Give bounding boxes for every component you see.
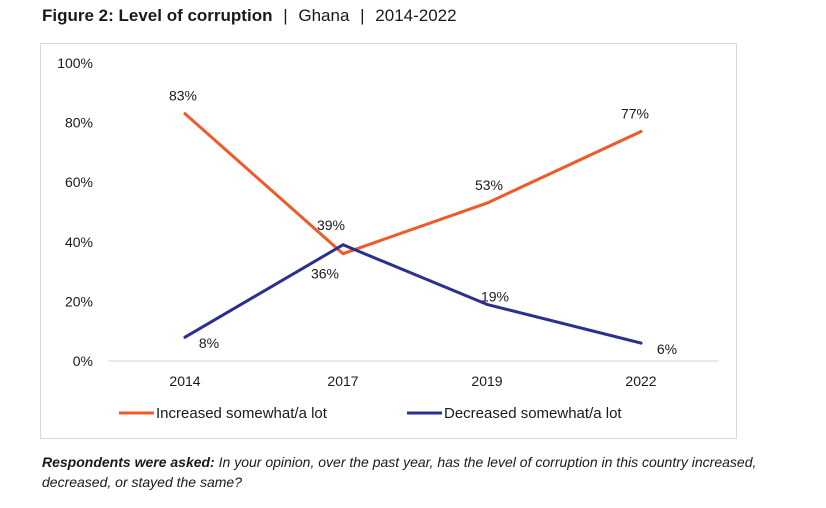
legend-label: Increased somewhat/a lot	[156, 405, 328, 422]
y-axis: 0% 20% 40% 60% 80% 100%	[57, 55, 93, 369]
data-label-layer: 83% 36% 53% 77% 8% 39% 19% 6%	[169, 88, 677, 357]
series-layer	[183, 112, 643, 345]
title-separator-1: |	[283, 6, 288, 25]
data-point	[183, 335, 187, 339]
data-label: 83%	[169, 88, 197, 104]
data-point	[485, 201, 489, 205]
title-separator-2: |	[360, 6, 365, 25]
legend-label: Decreased somewhat/a lot	[444, 405, 622, 422]
data-label: 19%	[481, 288, 509, 304]
data-point	[485, 302, 489, 306]
y-tick-label: 40%	[65, 234, 93, 250]
data-label: 36%	[311, 266, 339, 282]
x-tick-label: 2014	[169, 373, 200, 389]
legend: Increased somewhat/a lot Decreased somewh…	[119, 405, 622, 422]
data-point	[639, 341, 643, 345]
y-tick-label: 0%	[73, 353, 93, 369]
data-point	[639, 130, 643, 133]
data-point	[341, 243, 345, 247]
footnote-question: In your opinion, over the past year, has…	[42, 454, 757, 490]
x-tick-label: 2017	[327, 373, 358, 389]
footnote-lead: Respondents were asked:	[42, 454, 215, 470]
x-axis: 2014 2017 2019 2022	[108, 360, 718, 389]
series-line-decreased	[183, 243, 643, 345]
data-point	[183, 112, 187, 116]
footnote: Respondents were asked: In your opinion,…	[42, 452, 802, 492]
y-tick-label: 60%	[65, 174, 93, 190]
data-label: 53%	[475, 177, 503, 193]
x-tick-label: 2019	[471, 373, 502, 389]
data-label: 39%	[317, 217, 345, 233]
figure-title-main: Figure 2: Level of corruption	[42, 6, 273, 25]
data-label: 77%	[621, 106, 649, 122]
y-tick-label: 100%	[57, 55, 93, 71]
chart-frame	[40, 43, 737, 439]
data-label: 8%	[199, 335, 219, 351]
figure-title-years: 2014-2022	[375, 6, 457, 25]
figure-title-country: Ghana	[298, 6, 350, 25]
series-line-increased	[183, 112, 643, 256]
data-point	[341, 252, 345, 256]
y-tick-label: 20%	[65, 293, 93, 309]
figure-title: Figure 2: Level of corruption | Ghana | …	[42, 6, 457, 26]
y-tick-label: 80%	[65, 115, 93, 131]
x-tick-label: 2022	[625, 373, 656, 389]
data-label: 6%	[657, 341, 677, 357]
